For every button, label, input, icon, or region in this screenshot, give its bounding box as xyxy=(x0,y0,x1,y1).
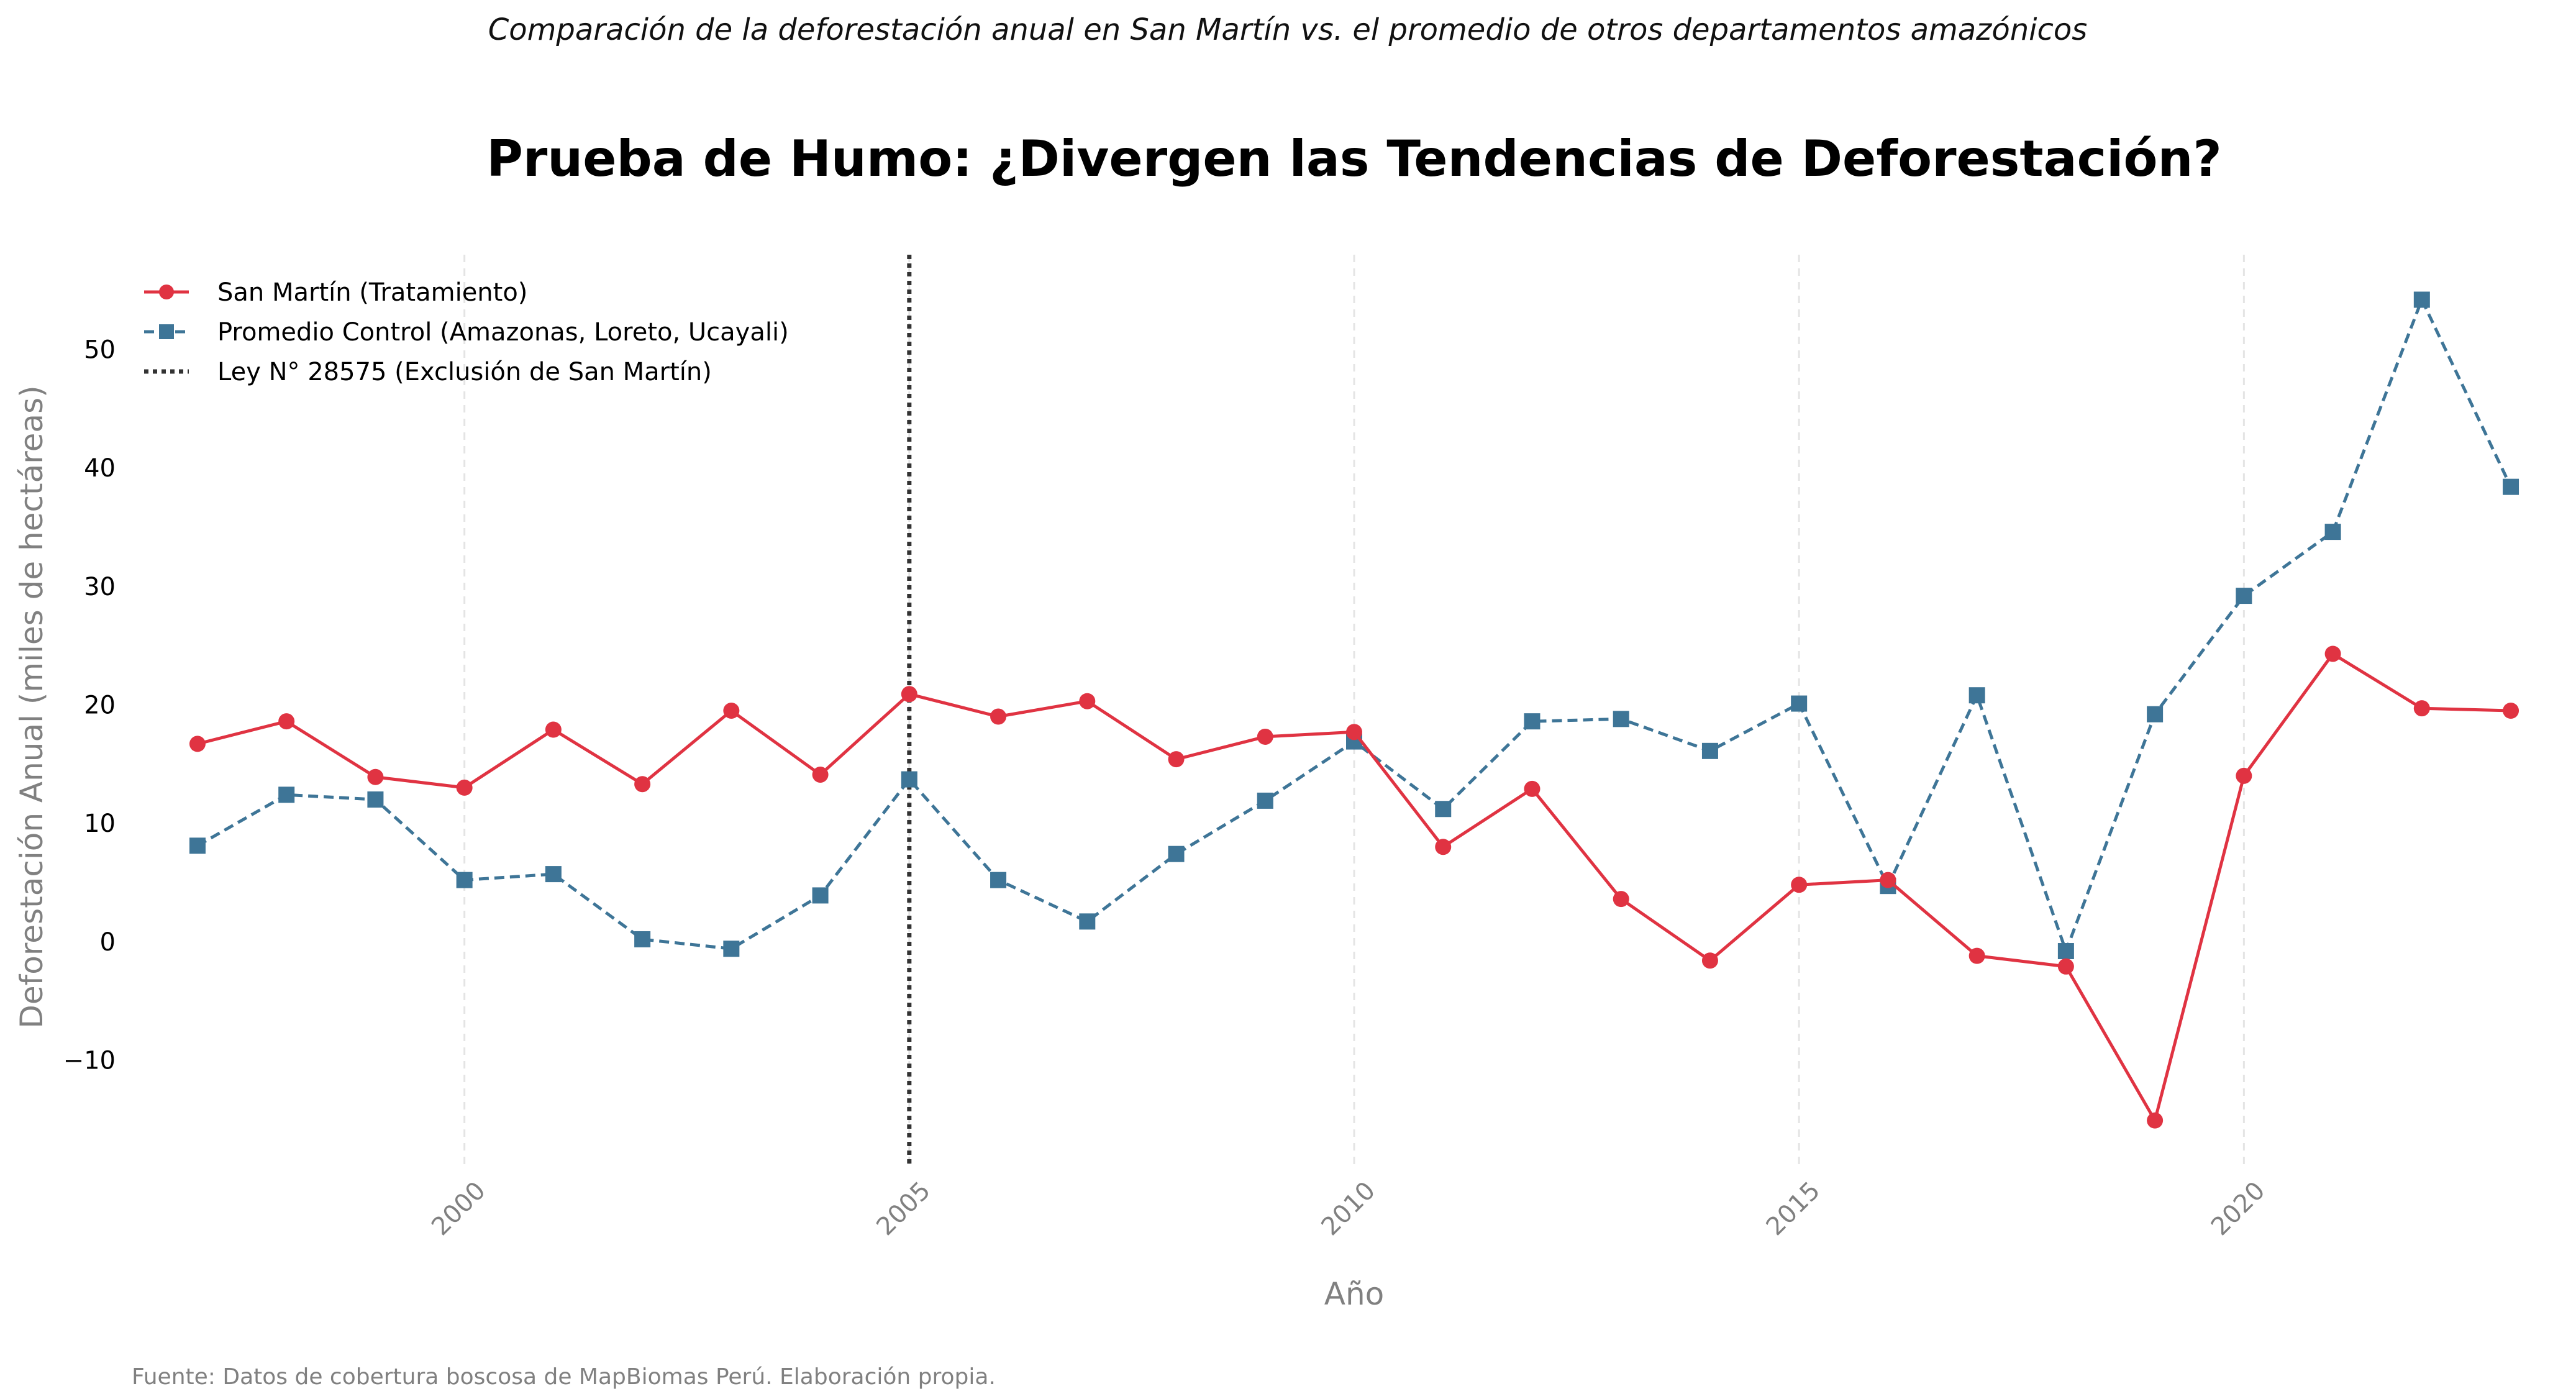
x-tick-labels: 2000 2005 2010 2015 2020 xyxy=(426,1177,2270,1242)
point-san-martin-2016 xyxy=(1880,872,1896,888)
point-control-1998 xyxy=(278,786,295,803)
chart-title: Prueba de Humo: ¿Divergen las Tendencias… xyxy=(486,130,2222,188)
point-san-martin-2012 xyxy=(1524,780,1541,797)
y-tick-label: 0 xyxy=(100,928,116,957)
legend-label-control: Promedio Control (Amazonas, Loreto, Ucay… xyxy=(217,318,789,347)
point-san-martin-1997 xyxy=(189,736,206,752)
point-san-martin-2023 xyxy=(2503,703,2519,719)
point-san-martin-2019 xyxy=(2147,1112,2164,1129)
point-control-2021 xyxy=(2324,524,2341,540)
point-control-2023 xyxy=(2503,478,2519,495)
point-control-2015 xyxy=(1791,695,1808,712)
point-control-1997 xyxy=(189,837,206,854)
point-san-martin-2015 xyxy=(1791,877,1808,893)
point-control-2014 xyxy=(1701,742,1718,759)
point-control-2017 xyxy=(1968,687,1985,704)
series-control xyxy=(189,291,2519,960)
point-san-martin-2022 xyxy=(2413,700,2430,717)
point-san-martin-2021 xyxy=(2324,645,2341,662)
x-tick-label: 2015 xyxy=(1761,1177,1826,1242)
point-san-martin-2009 xyxy=(1257,728,1273,745)
point-san-martin-2010 xyxy=(1346,724,1362,741)
y-tick-label: 10 xyxy=(84,809,116,838)
x-tick-label: 2020 xyxy=(2206,1177,2271,1242)
point-san-martin-2001 xyxy=(545,721,562,738)
series-layer xyxy=(189,291,2519,1129)
x-tick-label: 2010 xyxy=(1316,1177,1381,1242)
series-san-martin xyxy=(189,645,2519,1129)
y-axis-label: Deforestación Anual (miles de hectáreas) xyxy=(14,385,50,1028)
point-control-2018 xyxy=(2057,943,2074,960)
point-control-1999 xyxy=(367,791,384,808)
point-san-martin-2007 xyxy=(1079,693,1096,709)
point-control-2006 xyxy=(990,872,1007,888)
x-tick-label: 2000 xyxy=(426,1177,491,1242)
y-tick-label: 50 xyxy=(84,336,116,365)
point-san-martin-1998 xyxy=(278,713,295,730)
point-san-martin-2000 xyxy=(456,779,473,796)
legend-label-san-martin: San Martín (Tratamiento) xyxy=(217,278,527,307)
point-control-2008 xyxy=(1168,845,1185,862)
legend: San Martín (Tratamiento) Promedio Contro… xyxy=(144,278,789,386)
point-control-2005 xyxy=(901,771,917,788)
point-control-2019 xyxy=(2147,706,2164,722)
point-san-martin-2003 xyxy=(723,703,740,719)
point-control-2001 xyxy=(545,866,562,883)
point-control-2004 xyxy=(812,887,829,904)
y-tick-label: 40 xyxy=(84,454,116,483)
legend-marker-circle xyxy=(159,285,174,299)
point-control-2000 xyxy=(456,872,473,888)
point-san-martin-2017 xyxy=(1968,947,1985,964)
point-san-martin-2013 xyxy=(1613,891,1629,908)
point-san-martin-2020 xyxy=(2236,767,2252,784)
point-san-martin-2004 xyxy=(812,766,829,783)
point-control-2011 xyxy=(1435,801,1452,818)
point-san-martin-2006 xyxy=(990,708,1007,725)
y-tick-label: −10 xyxy=(63,1046,116,1075)
y-tick-label: 20 xyxy=(84,691,116,719)
y-tick-labels: −10 0 10 20 30 40 50 xyxy=(63,336,116,1075)
point-control-2013 xyxy=(1613,711,1629,727)
point-control-2012 xyxy=(1524,713,1541,730)
x-tick-label: 2005 xyxy=(871,1177,936,1242)
point-san-martin-2011 xyxy=(1435,839,1452,855)
legend-label-law: Ley N° 28575 (Exclusión de San Martín) xyxy=(217,358,712,386)
point-control-2007 xyxy=(1079,913,1096,930)
point-control-2009 xyxy=(1257,792,1273,809)
point-san-martin-2018 xyxy=(2057,958,2074,975)
y-tick-label: 30 xyxy=(84,573,116,601)
point-san-martin-2014 xyxy=(1701,952,1718,969)
point-control-2003 xyxy=(723,941,740,957)
point-control-2020 xyxy=(2236,588,2252,604)
point-san-martin-2008 xyxy=(1168,751,1185,768)
x-axis-label: Año xyxy=(1324,1276,1384,1312)
point-san-martin-2005 xyxy=(901,686,917,703)
point-control-2002 xyxy=(634,931,651,947)
point-san-martin-2002 xyxy=(634,776,651,793)
source-note: Fuente: Datos de cobertura boscosa de Ma… xyxy=(132,1364,996,1390)
legend-marker-square xyxy=(159,324,174,339)
point-san-martin-1999 xyxy=(367,768,384,785)
point-control-2022 xyxy=(2413,291,2430,308)
chart-subtitle: Comparación de la deforestación anual en… xyxy=(488,12,2088,47)
